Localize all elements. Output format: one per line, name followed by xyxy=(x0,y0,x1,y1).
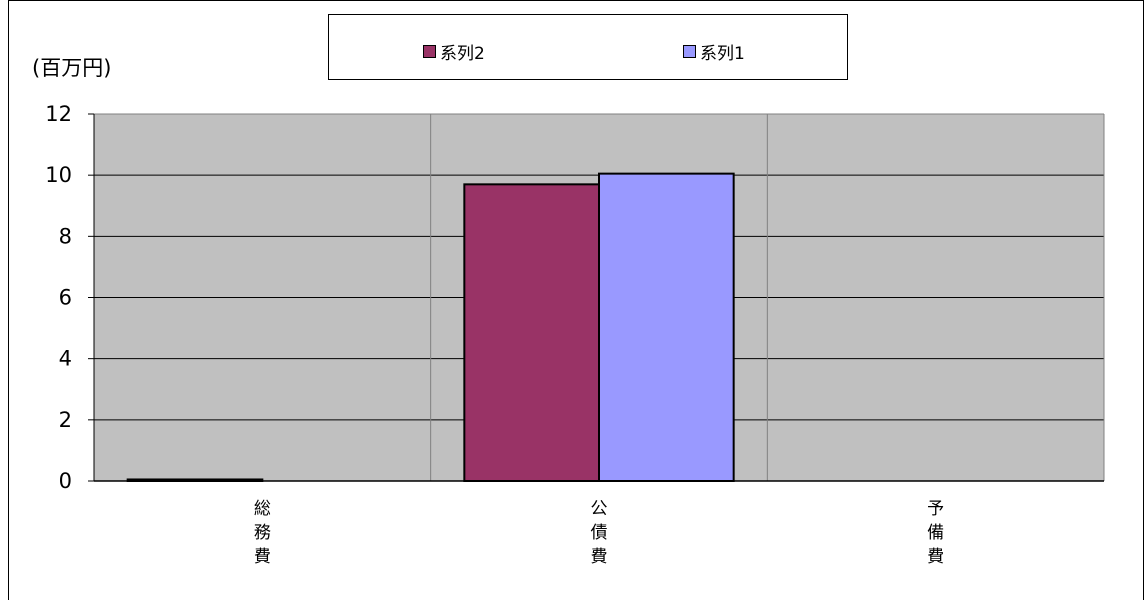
legend-swatch-series2 xyxy=(423,44,436,58)
x-category-label: 公債費 xyxy=(591,499,608,567)
legend-item-series1: 系列1 xyxy=(683,41,745,64)
legend-item-series2: 系列2 xyxy=(423,41,485,64)
y-tick-label: 2 xyxy=(59,408,72,432)
legend: 系列2 系列1 xyxy=(328,14,848,80)
y-tick-label: 6 xyxy=(59,286,72,310)
y-tick-label: 8 xyxy=(59,224,72,248)
y-axis-unit-label: (百万円) xyxy=(32,56,112,80)
bar xyxy=(463,183,601,482)
y-tick-label: 0 xyxy=(59,469,72,493)
x-category-label: 予備費 xyxy=(927,499,944,567)
x-category-label: 総務費 xyxy=(254,499,271,567)
chart-frame xyxy=(8,0,1144,600)
y-tick-label: 4 xyxy=(59,347,72,371)
y-tick-label: 10 xyxy=(45,163,72,187)
legend-label-series2: 系列2 xyxy=(440,43,485,64)
bar xyxy=(598,172,735,482)
legend-label-series1: 系列1 xyxy=(700,43,745,64)
y-tick-label: 12 xyxy=(45,102,72,126)
legend-swatch-series1 xyxy=(683,44,696,58)
